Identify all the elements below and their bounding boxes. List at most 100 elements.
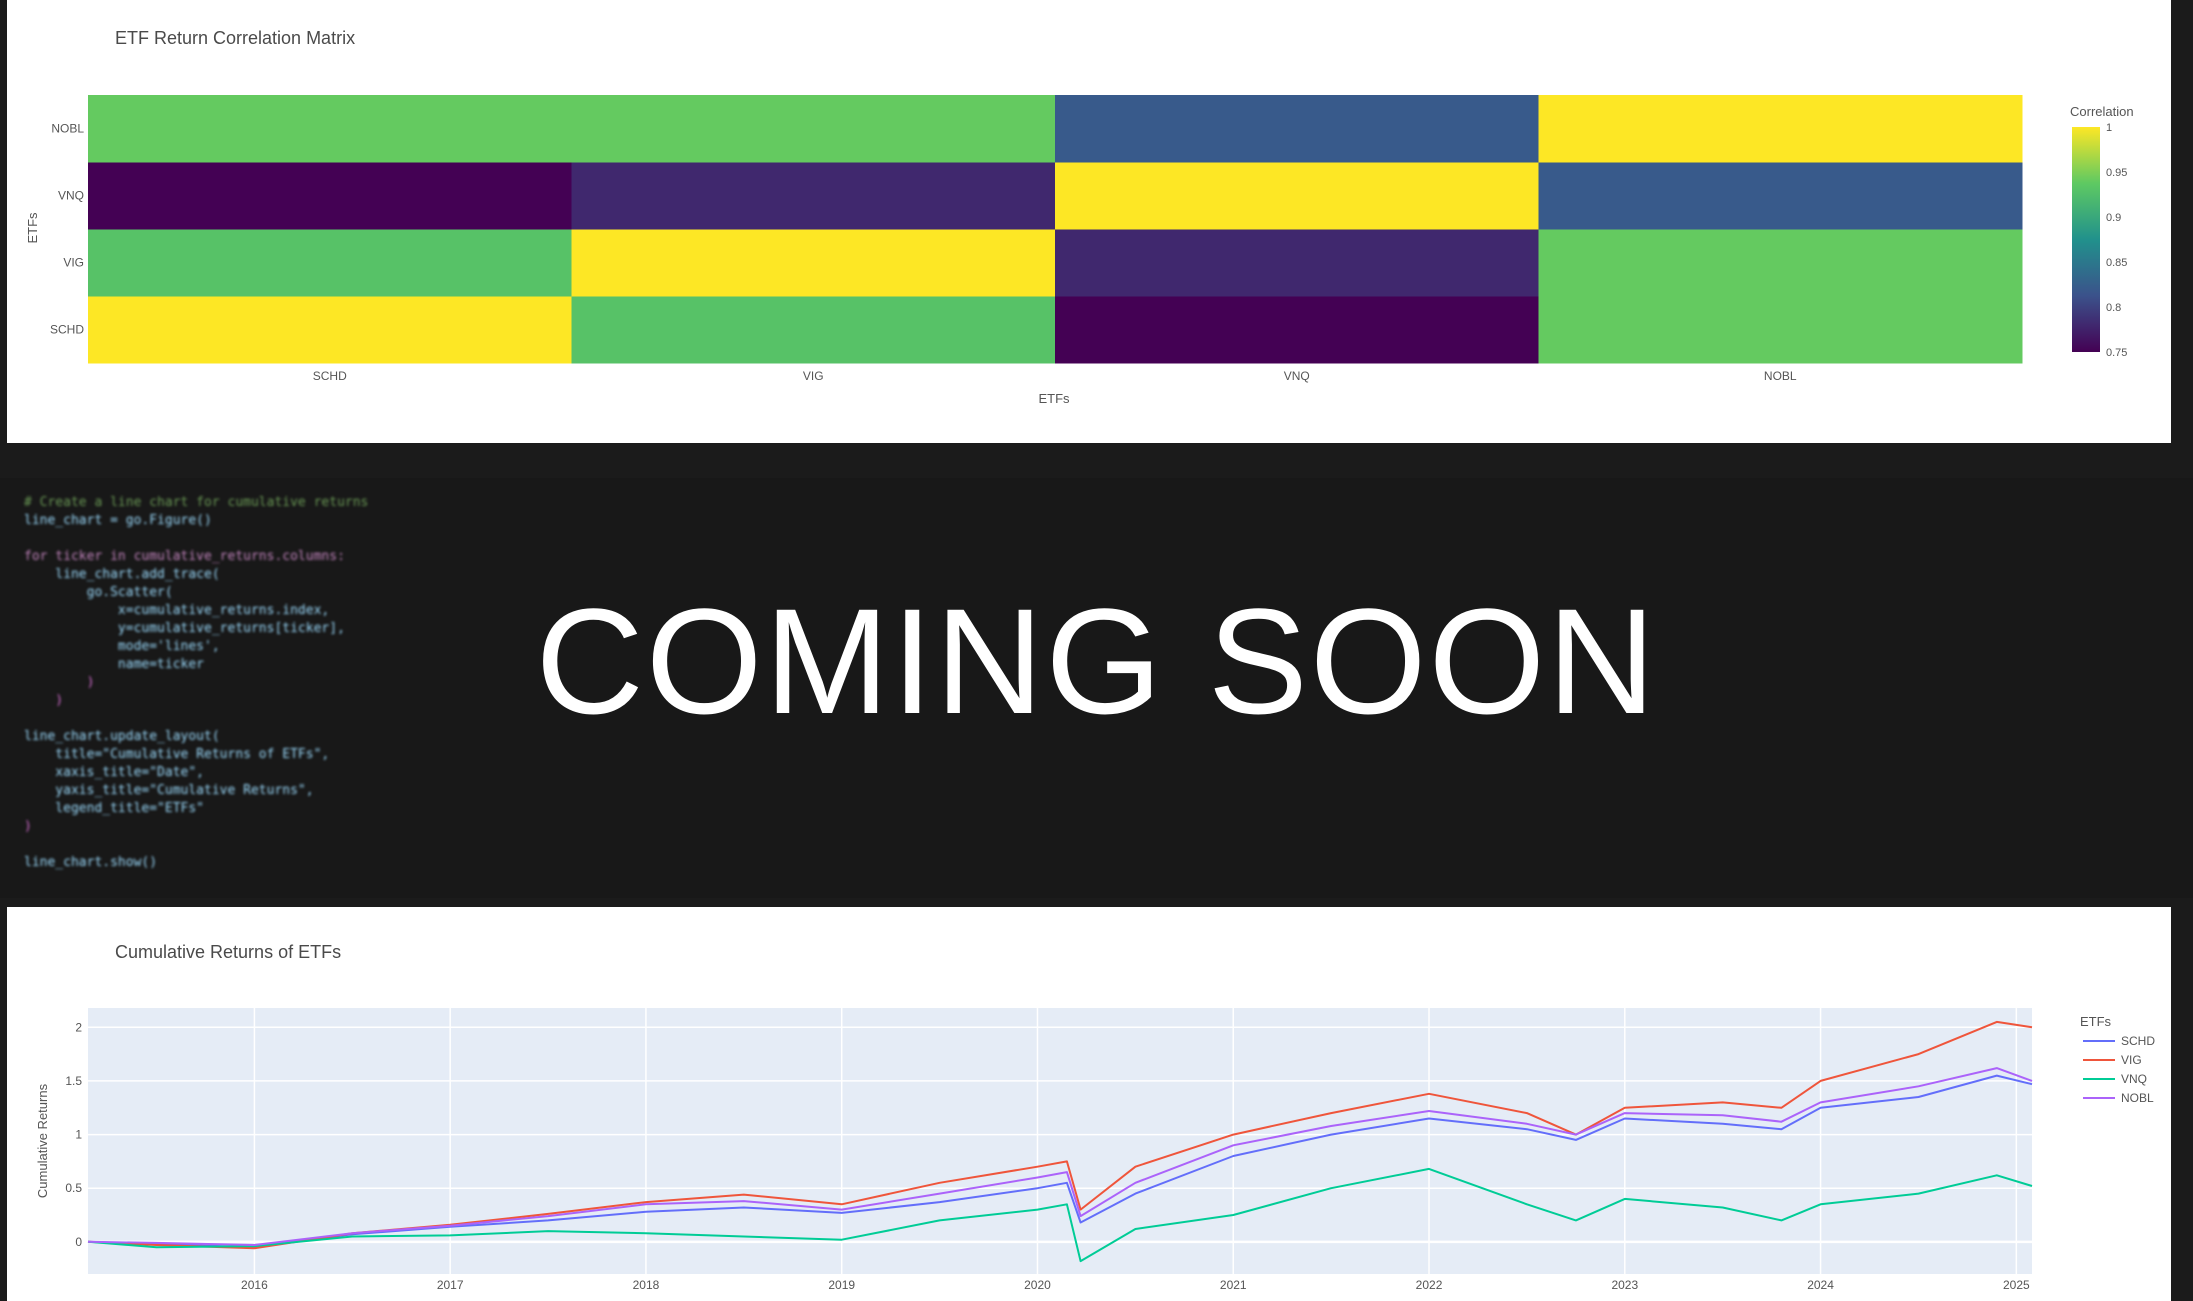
code-line: go.Scatter( <box>24 585 173 600</box>
colorbar-tick-labels: 1 0.95 0.9 0.85 0.8 0.75 <box>2106 122 2127 359</box>
code-line: ) <box>24 675 95 690</box>
x-tick-label: 2020 <box>1024 1278 1051 1292</box>
code-line: line_chart = go.Figure() <box>24 513 212 528</box>
code-line: ) <box>24 819 32 834</box>
line-chart-y-axis-label: Cumulative Returns <box>35 1083 50 1198</box>
heatmap-cell-schd-vig <box>571 296 1056 364</box>
code-line: line_chart.update_layout( <box>24 729 220 744</box>
x-tick-label: 2024 <box>1807 1278 1834 1292</box>
legend-title: ETFs <box>2080 1014 2112 1029</box>
heatmap-cell-vig-vig <box>571 229 1056 297</box>
code-line: yaxis_title="Cumulative Returns", <box>24 783 314 798</box>
heatmap-y-tick: VNQ <box>58 189 84 203</box>
code-line: mode='lines', <box>24 639 220 654</box>
x-tick-label: 2023 <box>1611 1278 1638 1292</box>
heatmap-y-tick: SCHD <box>50 323 84 337</box>
x-tick-label: 2018 <box>633 1278 660 1292</box>
line-chart-title: Cumulative Returns of ETFs <box>115 942 342 962</box>
x-tick-label: 2016 <box>241 1278 268 1292</box>
heatmap-x-tick: VIG <box>803 369 824 383</box>
code-line <box>24 836 368 854</box>
heatmap-cell-schd-schd <box>88 296 572 364</box>
code-line: line_chart.show() <box>24 855 158 870</box>
x-tick-label: 2025 <box>2003 1278 2030 1292</box>
code-line: for ticker in cumulative_returns.columns… <box>24 549 345 564</box>
plot-area-background <box>88 1008 2032 1274</box>
heatmap-y-axis-label: ETFs <box>25 212 40 244</box>
code-line: # Create a line chart for cumulative ret… <box>24 495 369 510</box>
heatmap-cells <box>88 95 2023 364</box>
code-line: legend_title="ETFs" <box>24 801 205 816</box>
series-line-nobl <box>87 1067 2033 1246</box>
series-line-vig <box>87 1020 2033 1250</box>
legend-label: SCHD <box>2121 1034 2155 1048</box>
line-chart-legend: SCHD VIG VNQ NOBL <box>2083 1034 2155 1105</box>
y-tick-label: 0.5 <box>65 1181 82 1195</box>
code-line <box>24 530 368 548</box>
x-tick-label: 2022 <box>1416 1278 1443 1292</box>
heatmap-cell-vig-vnq <box>1055 229 1539 297</box>
heatmap-cell-schd-vnq <box>1055 296 1539 364</box>
heatmap-x-tick: SCHD <box>313 369 347 383</box>
y-tick-label: 2 <box>75 1020 82 1034</box>
series-line-schd <box>87 1074 2033 1249</box>
coming-soon-overlay: COMING SOON <box>535 577 1658 745</box>
series-line-vnq <box>87 1167 2033 1263</box>
legend-label: VIG <box>2121 1053 2142 1067</box>
heatmap-cell-vnq-vig <box>571 162 1056 230</box>
heatmap-x-tick: VNQ <box>1284 369 1310 383</box>
cumulative-returns-panel: Cumulative Returns of ETFs 2016 2017 2018 2… <box>7 907 2171 1301</box>
code-line: line_chart.add_trace( <box>24 567 220 582</box>
code-line: y=cumulative_returns[ticker], <box>24 621 345 636</box>
heatmap-title: ETF Return Correlation Matrix <box>115 28 356 48</box>
heatmap-cell-vig-schd <box>88 229 572 297</box>
colorbar-tick: 1 <box>2106 122 2112 134</box>
heatmap-cell-vnq-vnq <box>1055 162 1539 230</box>
cumulative-returns-chart: 2016 2017 2018 2019 2020 2021 2022 2023 2024 2025… <box>35 1008 2155 1292</box>
x-tick-label: 2021 <box>1220 1278 1247 1292</box>
line-chart-series <box>87 1020 2033 1263</box>
heatmap-cell-vig-nobl <box>1538 229 2023 297</box>
heatmap-x-tick-labels: SCHD VIG VNQ NOBL <box>313 369 1797 383</box>
heatmap-y-tick: VIG <box>63 256 84 270</box>
legend-item-vig[interactable]: VIG <box>2083 1053 2142 1067</box>
code-line: name=ticker <box>24 657 205 672</box>
colorbar-tick: 0.85 <box>2106 257 2127 269</box>
heatmap-cell-nobl-vig <box>571 95 1056 163</box>
heatmap-y-tick-labels: SCHD VIG VNQ NOBL <box>50 122 84 337</box>
legend-item-schd[interactable]: SCHD <box>2083 1034 2155 1048</box>
y-tick-label: 1.5 <box>65 1074 82 1088</box>
code-snippet: # Create a line chart for cumulative ret… <box>24 494 368 872</box>
heatmap-cell-nobl-nobl <box>1538 95 2023 163</box>
y-tick-label: 0 <box>75 1235 82 1249</box>
code-line: x=cumulative_returns.index, <box>24 603 330 618</box>
colorbar-tick: 0.8 <box>2106 302 2121 314</box>
heatmap-x-axis-label: ETFs <box>1038 391 1070 406</box>
legend-item-vnq[interactable]: VNQ <box>2083 1072 2147 1086</box>
heatmap-cell-nobl-schd <box>88 95 572 163</box>
line-chart-y-tick-labels: 0 0.5 1 1.5 2 <box>65 1020 82 1249</box>
colorbar-tick: 0.9 <box>2106 212 2121 224</box>
heatmap-cell-vnq-nobl <box>1538 162 2023 230</box>
x-tick-label: 2019 <box>828 1278 855 1292</box>
colorbar-tick: 0.75 <box>2106 347 2127 359</box>
heatmap-cell-schd-nobl <box>1538 296 2023 364</box>
heatmap-cell-nobl-vnq <box>1055 95 1539 163</box>
code-line: xaxis_title="Date", <box>24 765 205 780</box>
heatmap-cell-vnq-schd <box>88 162 572 230</box>
code-line: title="Cumulative Returns of ETFs", <box>24 747 330 762</box>
code-editor-band: # Create a line chart for cumulative ret… <box>0 478 2193 898</box>
colorbar-title: Correlation <box>2070 104 2134 119</box>
code-line: ) <box>24 693 64 708</box>
correlation-heatmap-panel: ETF Return Correlation Matrix SCHD VIG VNQ… <box>7 0 2171 443</box>
y-tick-label: 1 <box>75 1128 82 1142</box>
colorbar-tick: 0.95 <box>2106 167 2127 179</box>
legend-label: VNQ <box>2121 1072 2147 1086</box>
line-chart-gridlines <box>88 1008 2032 1274</box>
x-tick-label: 2017 <box>437 1278 464 1292</box>
heatmap-x-tick: NOBL <box>1764 369 1797 383</box>
line-chart-x-tick-labels: 2016 2017 2018 2019 2020 2021 2022 2023 2024 2025 <box>241 1278 2030 1292</box>
legend-item-nobl[interactable]: NOBL <box>2083 1091 2154 1105</box>
heatmap-y-tick: NOBL <box>51 122 84 136</box>
